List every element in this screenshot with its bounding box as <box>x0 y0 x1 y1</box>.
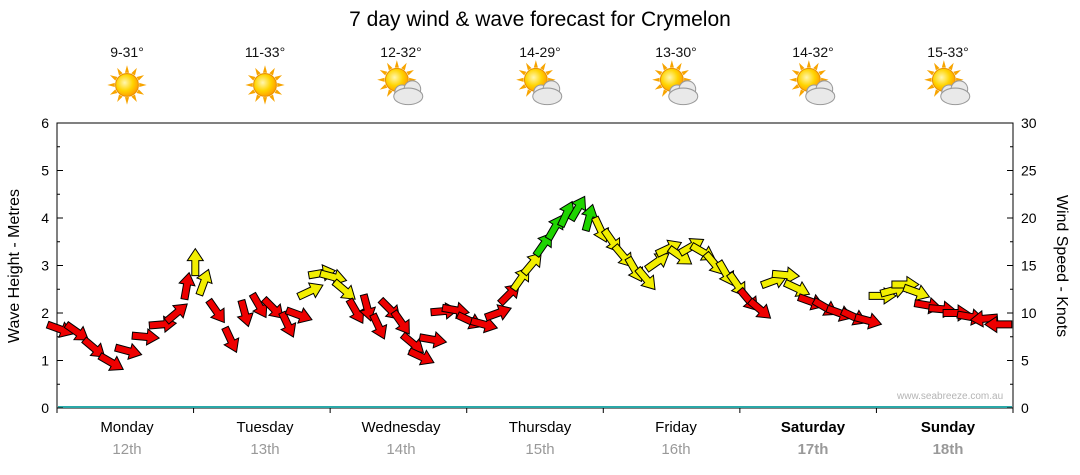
wind-arrow <box>483 304 513 322</box>
wind-arrow <box>97 352 125 371</box>
wind-arrow <box>902 283 931 302</box>
knot-tick-label: 5 <box>1021 353 1029 369</box>
day-temp-monday: 9-31° <box>110 44 144 60</box>
wind-arrow <box>178 271 196 301</box>
sun-cloud-icon <box>372 60 430 112</box>
knot-tick-label: 15 <box>1021 258 1037 274</box>
watermark: www.seabreeze.com.au <box>897 391 1004 402</box>
day-name-thursday: Thursday <box>508 419 572 436</box>
wind-arrow <box>284 306 313 324</box>
day-date-thursday: 15th <box>525 441 555 458</box>
day-date-sunday: 18th <box>932 441 964 458</box>
sun-cloud-icon <box>647 60 705 112</box>
wind-arrow <box>278 310 297 338</box>
wind-arrow <box>580 203 599 233</box>
sun-icon <box>236 60 294 112</box>
day-temp-tuesday: 11-33° <box>244 44 286 60</box>
day-date-monday: 12th <box>112 441 142 458</box>
page-title: 7 day wind & wave forecast for Crymelon <box>349 8 731 31</box>
wind-arrow <box>163 303 188 325</box>
wave-tick-label: 5 <box>41 163 49 179</box>
day-name-tuesday: Tuesday <box>236 419 294 436</box>
day-date-tuesday: 13th <box>250 441 280 458</box>
wind-arrow <box>853 312 883 330</box>
day-date-saturday: 17th <box>797 441 829 458</box>
wind-arrow <box>520 252 542 277</box>
day-temp-thursday: 14-29° <box>519 44 561 60</box>
day-temp-wednesday: 12-32° <box>380 44 422 60</box>
day-name-saturday: Saturday <box>780 419 846 436</box>
sun-cloud-icon <box>511 60 569 112</box>
knot-tick-label: 20 <box>1021 210 1037 226</box>
day-name-wednesday: Wednesday <box>361 419 441 436</box>
sun-icon <box>98 60 156 112</box>
knot-tick-label: 10 <box>1021 305 1037 321</box>
wave-tick-label: 0 <box>41 400 49 416</box>
day-date-wednesday: 14th <box>386 441 416 458</box>
day-name-sunday: Sunday <box>920 419 976 436</box>
wave-tick-label: 6 <box>41 115 49 131</box>
sun-cloud-icon <box>919 60 977 112</box>
day-temp-sunday: 15-33° <box>927 44 969 60</box>
wind-arrow <box>358 293 377 322</box>
wind-arrow <box>195 268 213 297</box>
wind-arrow <box>983 315 1013 334</box>
wind-arrow <box>236 298 254 328</box>
knot-tick-label: 25 <box>1021 163 1037 179</box>
wind-arrow <box>114 342 143 361</box>
wind-arrow <box>248 291 268 319</box>
day-temp-friday: 13-30° <box>655 44 697 60</box>
wind-arrow <box>63 320 90 341</box>
wind-arrow <box>260 295 284 319</box>
wind-arrow <box>746 297 772 319</box>
sun-cloud-icon <box>784 60 842 112</box>
wave-tick-label: 4 <box>41 210 49 226</box>
wind-arrow <box>634 265 656 291</box>
wind-axis-label: Wind Speed - Knots <box>1053 194 1070 338</box>
wave-tick-label: 2 <box>41 305 49 321</box>
wind-arrow <box>81 336 106 358</box>
wind-arrow <box>643 253 670 273</box>
day-name-monday: Monday <box>100 419 154 436</box>
wind-arrow <box>131 328 161 346</box>
wind-arrow <box>418 331 448 349</box>
wind-arrow <box>369 312 388 340</box>
knot-tick-label: 30 <box>1021 115 1037 131</box>
day-temp-saturday: 14-32° <box>792 44 834 60</box>
wind-arrow <box>331 278 356 300</box>
wind-arrow <box>771 266 801 285</box>
wind-arrow <box>221 325 240 354</box>
wave-axis-label: Wave Height - Metres <box>6 188 23 344</box>
wind-arrow <box>186 247 205 277</box>
wave-tick-label: 3 <box>41 258 49 274</box>
wave-tick-label: 1 <box>41 353 49 369</box>
wind-arrow <box>296 282 324 301</box>
wind-arrow <box>969 309 999 328</box>
day-name-friday: Friday <box>655 419 697 436</box>
wind-arrow <box>567 195 587 223</box>
knot-tick-label: 0 <box>1021 400 1029 416</box>
wind-arrow <box>407 347 435 366</box>
day-date-friday: 16th <box>661 441 691 458</box>
wind-arrow <box>390 309 410 335</box>
wind-arrow <box>205 297 225 324</box>
